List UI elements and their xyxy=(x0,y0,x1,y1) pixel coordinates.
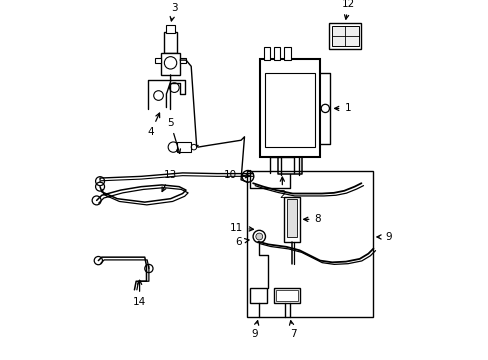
Text: 9: 9 xyxy=(251,321,258,339)
Bar xyxy=(286,199,297,237)
Bar xyxy=(164,32,176,53)
Text: 5: 5 xyxy=(167,118,180,153)
Text: 10: 10 xyxy=(224,170,249,180)
Text: 6: 6 xyxy=(235,237,248,247)
Bar xyxy=(250,288,266,303)
Bar xyxy=(276,290,298,301)
Text: 1: 1 xyxy=(334,103,350,113)
Text: 14: 14 xyxy=(133,280,146,307)
Text: 4: 4 xyxy=(147,113,160,137)
Bar xyxy=(161,53,180,75)
Bar xyxy=(284,48,290,60)
Bar xyxy=(247,171,372,318)
Bar xyxy=(273,48,280,60)
Bar xyxy=(155,58,161,63)
Text: 7: 7 xyxy=(289,321,296,339)
Bar xyxy=(331,26,358,46)
Bar xyxy=(274,288,300,303)
Text: 13: 13 xyxy=(162,170,177,192)
Text: 12: 12 xyxy=(341,0,354,19)
Text: 11: 11 xyxy=(230,223,253,233)
Bar xyxy=(180,58,185,63)
Text: 3: 3 xyxy=(170,3,177,21)
Bar xyxy=(328,23,361,49)
Bar xyxy=(260,59,320,157)
Bar xyxy=(263,48,269,60)
Bar xyxy=(166,25,174,33)
Text: 9: 9 xyxy=(376,232,391,242)
Text: 2: 2 xyxy=(279,177,285,200)
Text: 8: 8 xyxy=(303,214,321,224)
Circle shape xyxy=(255,233,262,240)
Bar xyxy=(264,73,314,147)
Bar xyxy=(177,142,190,152)
Bar xyxy=(284,197,299,242)
